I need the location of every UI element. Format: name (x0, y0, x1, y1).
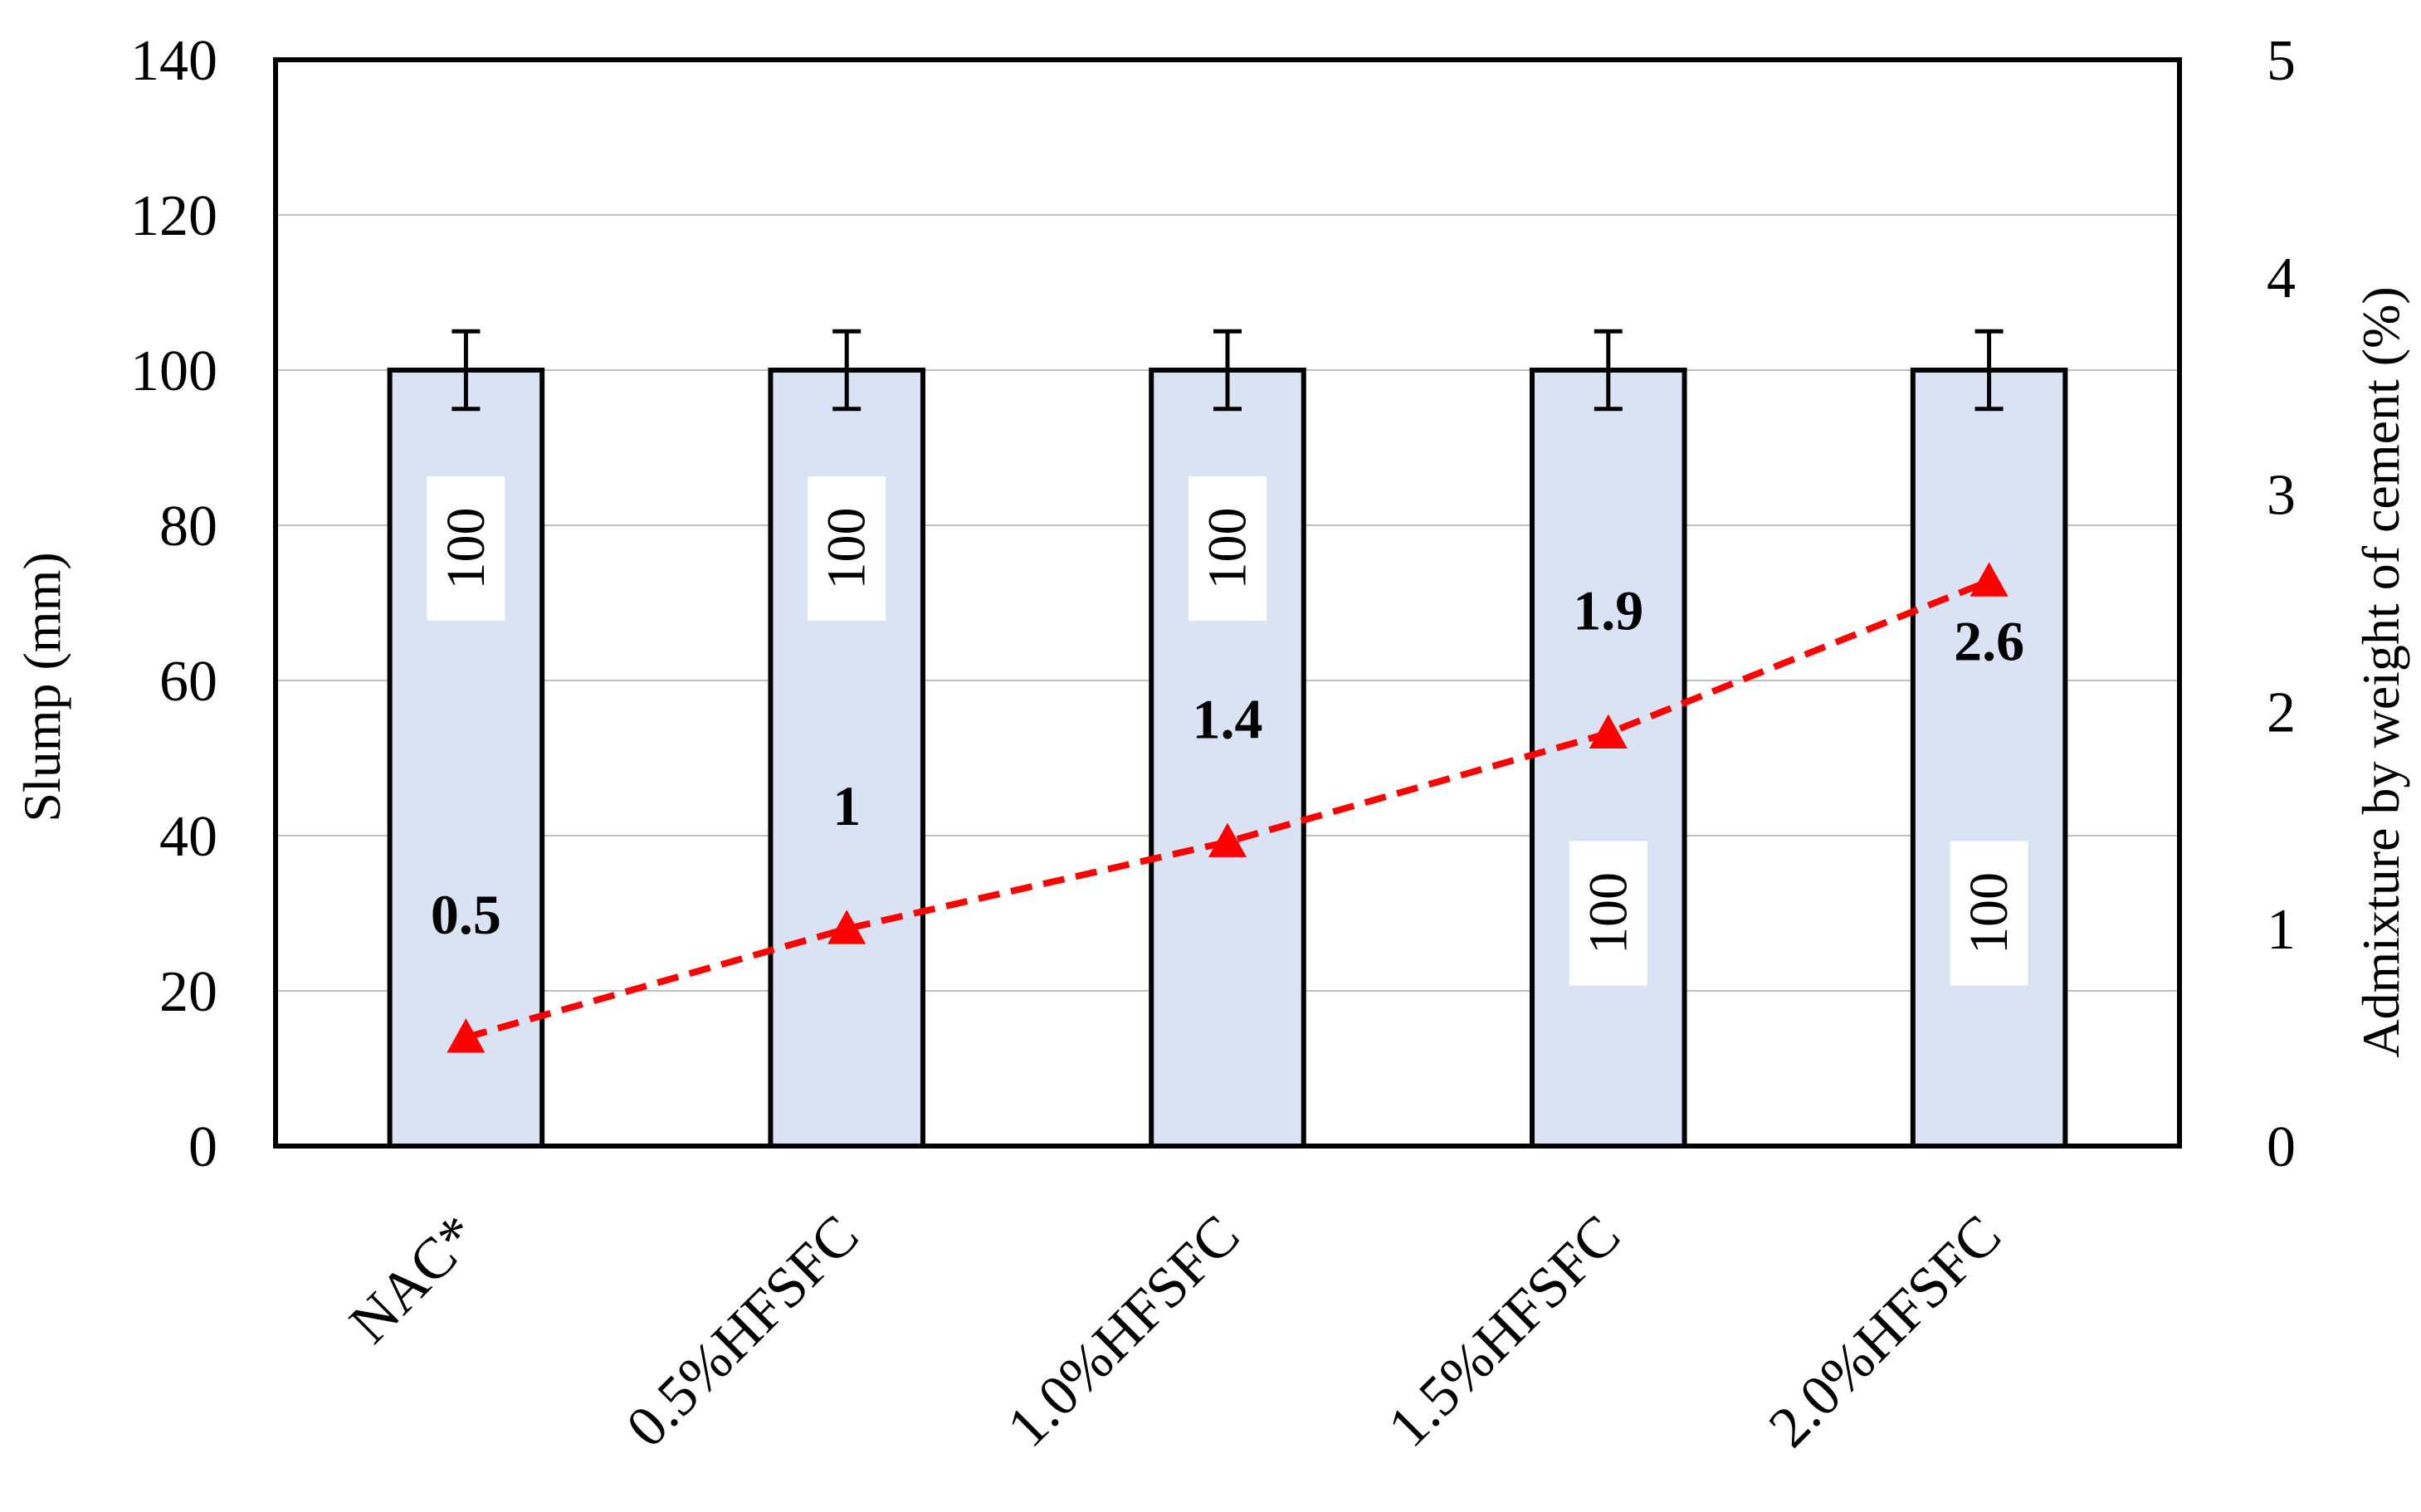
line-data-label-3: 1.4 (1193, 687, 1263, 750)
line-data-label-4: 1.9 (1573, 579, 1643, 642)
right-tick-label-1: 1 (2267, 898, 2296, 962)
category-label-3: 1.0%HFSFC (995, 1203, 1252, 1460)
right-tick-label-3: 3 (2267, 464, 2296, 528)
category-label-2: 0.5%HFSFC (615, 1203, 871, 1460)
triangle-marker-3 (1208, 822, 1247, 857)
bar-data-label-4: 100 (1578, 872, 1638, 954)
category-label-4: 1.5%HFSFC (1376, 1203, 1633, 1460)
bar-data-label-5: 100 (1959, 872, 2019, 954)
left-axis-title: Slump (mm) (12, 552, 71, 822)
line-data-label-2: 1 (832, 774, 861, 837)
bar-label-box-4 (1569, 841, 1647, 986)
triangle-marker-2 (827, 910, 866, 944)
bar-data-label-2: 100 (817, 508, 877, 590)
triangle-marker-4 (1589, 714, 1628, 749)
left-tick-label-100: 100 (130, 339, 217, 403)
right-axis-title: Admixture by weight of cement (%) (2351, 286, 2410, 1058)
right-axis-ticks: 0 1 2 3 4 5 (2267, 29, 2296, 1179)
plot-frame (273, 57, 2182, 1149)
plot-border (273, 57, 2182, 1149)
bar-data-label-3: 100 (1198, 508, 1258, 590)
bar-label-box-1 (427, 476, 505, 622)
right-tick-label-5: 5 (2267, 29, 2296, 93)
left-axis-ticks: 0 20 40 60 80 100 120 140 (130, 29, 217, 1179)
category-labels: NAC* 0.5%HFSFC 1.0%HFSFC 1.5%HFSFC 2.0%HFSFC (338, 1203, 2013, 1460)
left-tick-label-20: 20 (159, 960, 217, 1024)
admixture-line-series: 0.5 1 1.4 1.9 2.6 (431, 562, 2024, 1053)
line-data-label-1: 0.5 (431, 883, 501, 946)
error-bars (451, 329, 2004, 412)
bar-5 (1910, 368, 2068, 1149)
right-tick-label-4: 4 (2267, 246, 2296, 310)
bar-label-box-2 (808, 476, 886, 622)
triangle-marker-1 (447, 1018, 486, 1053)
left-tick-label-40: 40 (159, 805, 217, 869)
left-tick-label-80: 80 (159, 495, 217, 558)
category-label-5: 2.0%HFSFC (1757, 1203, 2013, 1460)
left-tick-label-140: 140 (130, 29, 217, 93)
category-label-1: NAC* (338, 1203, 491, 1356)
right-tick-label-2: 2 (2267, 680, 2296, 744)
bar-label-box-3 (1189, 476, 1267, 622)
left-tick-label-0: 0 (188, 1115, 217, 1179)
triangle-marker-5 (1970, 562, 2009, 597)
bar-data-label-1: 100 (436, 508, 496, 590)
bar-label-box-5 (1950, 841, 2028, 986)
left-tick-label-120: 120 (130, 184, 217, 248)
right-tick-label-0: 0 (2267, 1115, 2296, 1179)
bar-data-labels: 100 100 100 100 100 (427, 476, 2028, 986)
line-data-label-5: 2.6 (1954, 609, 2024, 672)
bar-4 (1530, 368, 1687, 1149)
left-tick-label-60: 60 (159, 650, 217, 714)
